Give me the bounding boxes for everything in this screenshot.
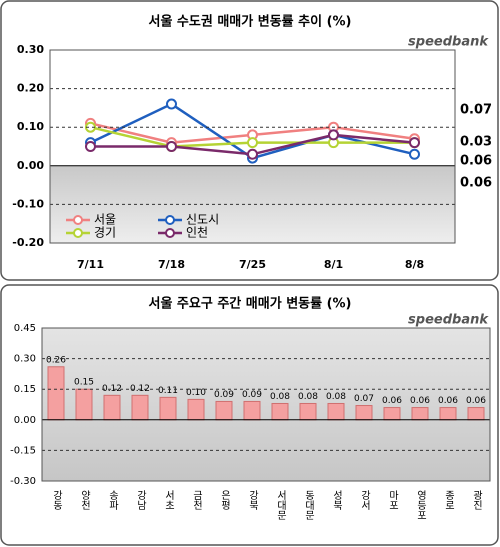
- x-tick-label: 7/11: [77, 258, 104, 271]
- plot-border: [49, 49, 456, 244]
- x-tick-label: 서초: [163, 490, 175, 510]
- value-label: 0.07: [354, 394, 374, 404]
- end-label: 0.07: [460, 103, 492, 118]
- value-label: 0.06: [438, 396, 458, 406]
- end-label: 0.03: [460, 135, 492, 150]
- bar: [439, 407, 457, 421]
- marker: [166, 141, 177, 152]
- x-tick-label: 마포: [387, 490, 399, 510]
- legend-marker: [165, 215, 175, 225]
- x-tick-label: 8/8: [405, 258, 424, 271]
- logo: speedbank: [408, 313, 489, 328]
- x-tick-label: 금천: [191, 490, 203, 510]
- bar: [215, 400, 233, 421]
- y-tick-label: -0.20: [12, 236, 44, 249]
- y-tick-label: 0.00: [14, 415, 36, 426]
- marker: [85, 141, 96, 152]
- x-tick-label: 양천: [79, 490, 91, 510]
- bar: [467, 407, 485, 421]
- marker: [328, 129, 339, 141]
- bar: [131, 394, 149, 421]
- legend-label: 경기: [94, 226, 116, 240]
- x-tick-label: 동대문: [303, 490, 315, 520]
- x-tick-label: 광진: [471, 490, 483, 510]
- x-tick-label: 7/25: [239, 258, 266, 271]
- x-tick-label: 강남: [135, 490, 147, 510]
- bar: [383, 407, 401, 421]
- bar: [327, 402, 345, 421]
- chart-title: 서울 수도권 매매가 변동률 추이 (%): [148, 14, 351, 30]
- x-tick-label: 8/1: [324, 258, 343, 271]
- bar: [75, 388, 93, 421]
- bar: [187, 398, 205, 421]
- x-tick-label: 7/18: [158, 258, 185, 271]
- y-tick-label: -0.10: [12, 197, 44, 210]
- x-tick-label: 강북: [247, 490, 259, 511]
- x-tick-label: 서대문: [275, 490, 287, 520]
- x-tick-label: 성북: [331, 490, 343, 511]
- end-label: 0.06: [460, 176, 492, 191]
- end-label: 0.06: [460, 154, 492, 169]
- y-tick-label: 0.10: [17, 120, 44, 133]
- value-label: 0.15: [74, 378, 94, 388]
- value-label: 0.06: [410, 396, 430, 406]
- x-tick-label: 강동: [51, 490, 63, 510]
- marker: [247, 137, 258, 149]
- y-tick-label: 0.45: [14, 323, 36, 334]
- x-tick-label: 강서: [359, 490, 371, 511]
- value-label: 0.06: [466, 396, 486, 406]
- value-label: 0.08: [270, 392, 290, 402]
- value-label: 0.11: [158, 386, 178, 396]
- chart-title: 서울 주요구 주간 매매가 변동률 (%): [148, 296, 351, 312]
- y-tick-label: 0.15: [14, 384, 36, 395]
- x-tick-label: 영등포: [415, 490, 427, 520]
- y-tick-label: 0.00: [17, 159, 44, 172]
- legend-label: 서울: [94, 213, 116, 227]
- legend-marker: [73, 228, 83, 238]
- y-tick-label: 0.30: [14, 354, 36, 365]
- marker: [409, 137, 420, 149]
- bar: [271, 402, 289, 421]
- legend-label: 신도시: [186, 213, 219, 227]
- y-tick-label: -0.30: [10, 476, 36, 487]
- x-tick-label: 종로: [443, 490, 455, 510]
- value-label: 0.08: [298, 392, 318, 402]
- bar: [411, 407, 429, 421]
- legend-marker: [73, 215, 83, 225]
- plot-border: [41, 327, 491, 482]
- marker: [166, 98, 177, 110]
- bar: [47, 366, 65, 421]
- bar: [103, 394, 121, 421]
- marker: [409, 148, 420, 160]
- value-label: 0.10: [186, 388, 206, 398]
- value-label: 0.09: [242, 390, 262, 400]
- logo: speedbank: [408, 35, 489, 50]
- bar: [355, 405, 373, 421]
- value-label: 0.12: [102, 384, 122, 394]
- y-tick-label: 0.20: [17, 82, 44, 95]
- marker: [247, 148, 258, 160]
- bar: [243, 400, 261, 421]
- value-label: 0.09: [214, 390, 234, 400]
- value-label: 0.06: [382, 396, 402, 406]
- value-label: 0.26: [46, 355, 66, 365]
- x-tick-label: 송파: [107, 490, 119, 511]
- bar: [299, 402, 317, 421]
- bar: [159, 396, 177, 421]
- value-label: 0.08: [326, 392, 346, 402]
- legend-label: 인천: [186, 225, 208, 240]
- x-tick-label: 은평: [219, 490, 231, 510]
- legend-marker: [165, 228, 175, 238]
- y-tick-label: -0.15: [10, 445, 36, 456]
- y-tick-label: 0.30: [17, 43, 44, 56]
